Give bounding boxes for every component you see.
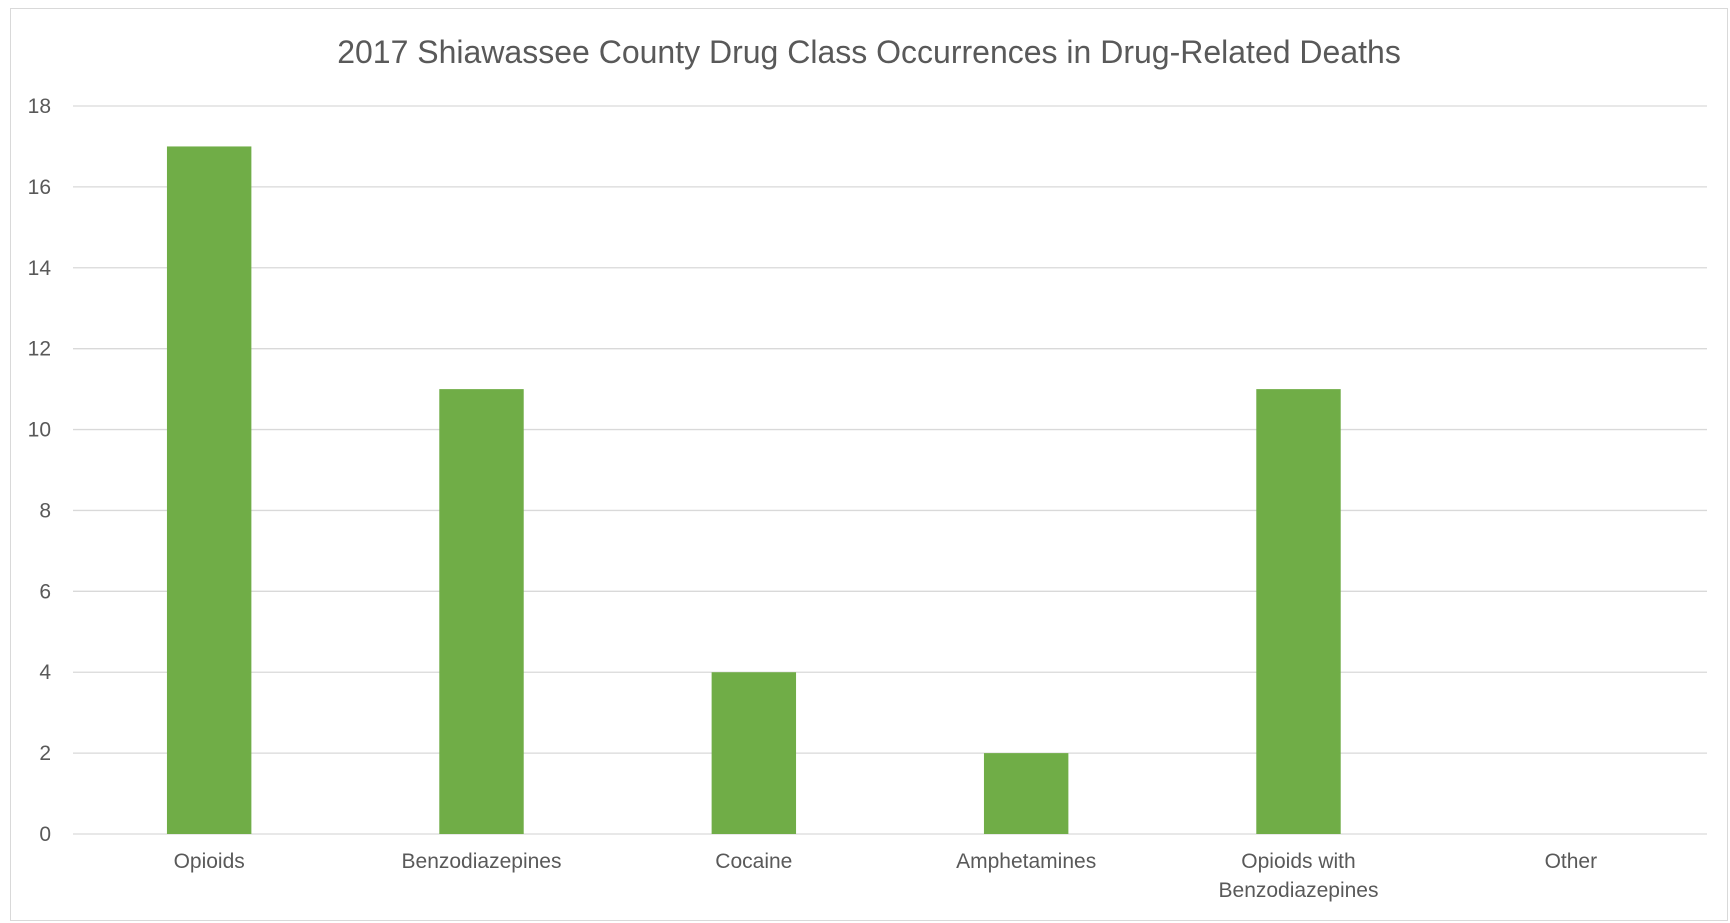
x-category-label: Other <box>1545 850 1598 873</box>
gridlines <box>73 105 1707 835</box>
chart-title: 2017 Shiawassee County Drug Class Occurr… <box>337 34 1401 70</box>
bar-opioids <box>166 146 252 834</box>
y-tick-label: 10 <box>28 419 51 442</box>
x-axis-labels: Opioids Benzodiazepines Cocaine Amphetamine… <box>174 850 1598 902</box>
y-tick-label: 12 <box>28 338 51 361</box>
y-tick-label: 8 <box>39 499 51 522</box>
x-category-label-line: Amphetamines <box>956 850 1096 873</box>
x-category-label: Opioids <box>174 850 245 873</box>
bar-cocaine <box>711 672 797 834</box>
y-tick-label: 14 <box>28 257 52 280</box>
y-tick-label: 0 <box>39 823 51 846</box>
x-category-label-line: Benzodiazepines <box>402 850 562 873</box>
y-tick-label: 18 <box>28 95 51 118</box>
y-axis-ticks: 0 2 4 6 8 10 12 14 16 18 <box>28 95 52 846</box>
x-category-label-line: Opioids <box>174 850 245 873</box>
x-category-label: Amphetamines <box>956 850 1096 873</box>
chart-frame: 2017 Shiawassee County Drug Class Occurr… <box>10 8 1728 921</box>
bar-chart: 2017 Shiawassee County Drug Class Occurr… <box>28 34 1707 902</box>
bar-benzodiazepines <box>439 389 524 834</box>
y-tick-label: 2 <box>39 742 51 765</box>
x-category-label-line: Benzodiazepines <box>1219 879 1379 902</box>
y-tick-label: 6 <box>39 580 51 603</box>
x-category-label: Cocaine <box>715 850 792 873</box>
x-category-label: Opioids with Benzodiazepines <box>1219 850 1379 902</box>
bars <box>166 146 1341 834</box>
y-tick-label: 16 <box>28 176 51 199</box>
bar-opioids-with-benzodiazepines <box>1256 389 1341 834</box>
x-category-label-line: Other <box>1545 850 1598 873</box>
y-tick-label: 4 <box>39 661 51 684</box>
x-category-label: Benzodiazepines <box>402 850 562 873</box>
x-category-label-line: Cocaine <box>715 850 792 873</box>
bar-amphetamines <box>983 753 1069 834</box>
x-category-label-line: Opioids with <box>1241 850 1355 873</box>
